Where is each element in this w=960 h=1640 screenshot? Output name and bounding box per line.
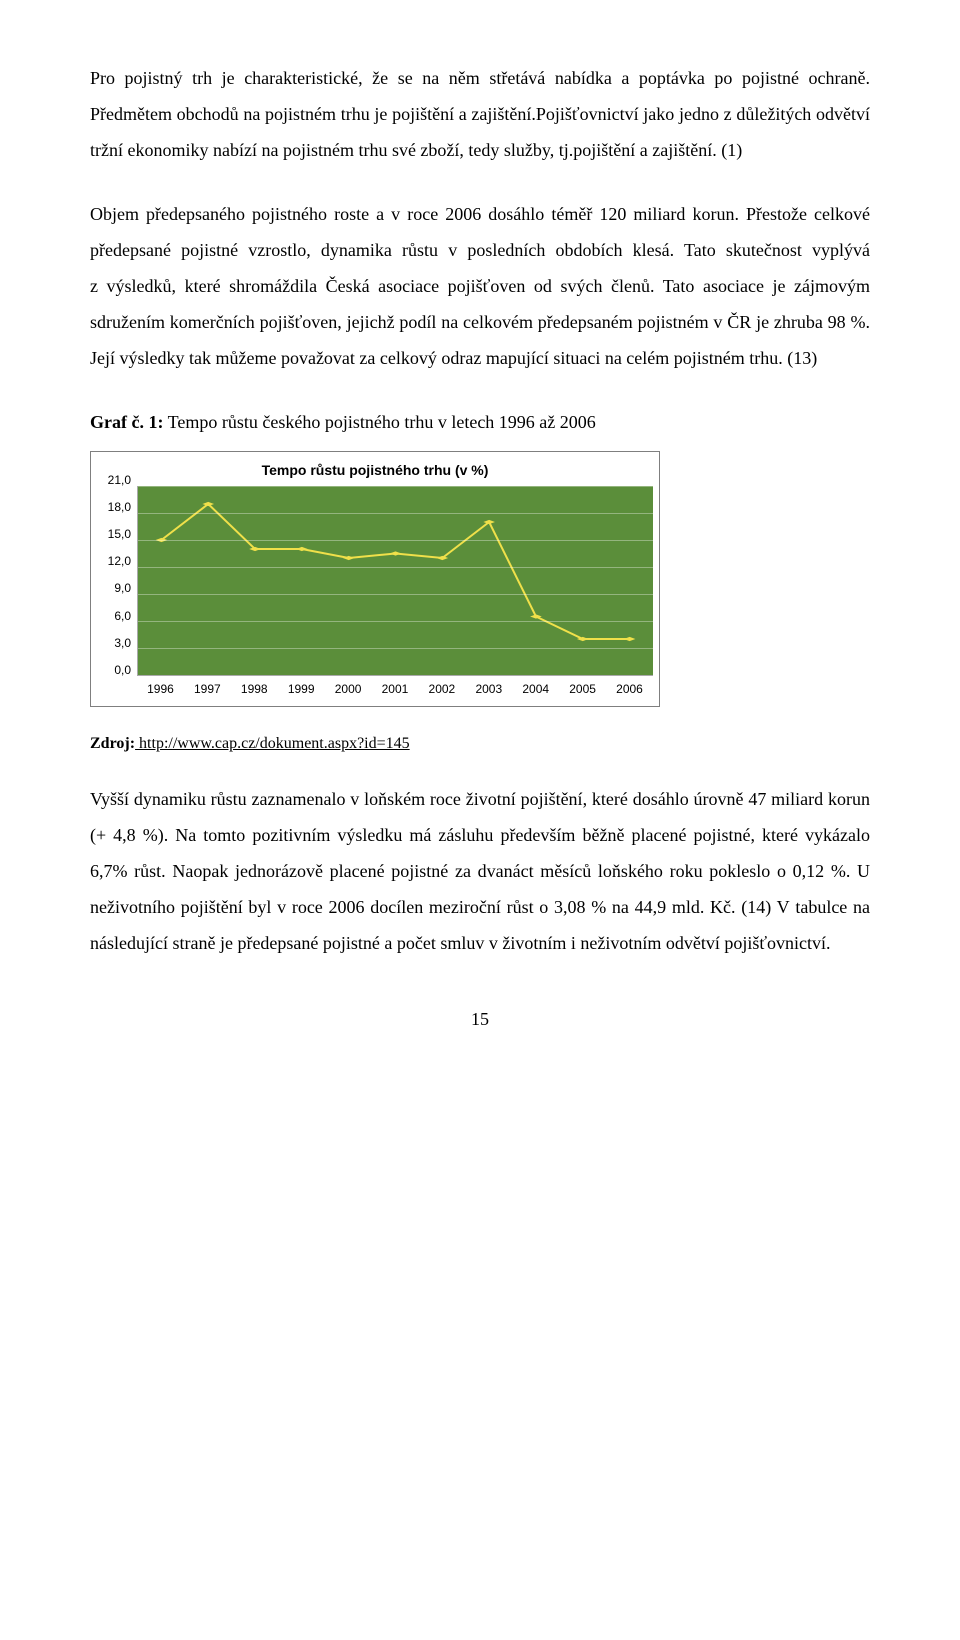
grid-line (138, 540, 653, 541)
chart-line (161, 504, 629, 639)
chart-marker (436, 556, 448, 560)
grid-line (138, 621, 653, 622)
chart-marker (483, 520, 495, 524)
page-number: 15 (90, 1009, 870, 1030)
chart-body: 21,018,015,012,09,06,03,00,0 (97, 486, 653, 676)
paragraph-3: Vyšší dynamiku růstu zaznamenalo v loňsk… (90, 781, 870, 961)
x-tick: 2004 (512, 682, 559, 696)
chart-x-axis: 1996199719981999200020012002200320042005… (137, 682, 653, 696)
x-tick: 1998 (231, 682, 278, 696)
x-tick: 2002 (418, 682, 465, 696)
paragraph-1: Pro pojistný trh je charakteristické, že… (90, 60, 870, 168)
source-link: http://www.cap.cz/dokument.aspx?id=145 (135, 735, 410, 752)
x-tick: 2001 (372, 682, 419, 696)
chart-marker (249, 547, 261, 551)
grid-line (138, 486, 653, 487)
grid-line (138, 594, 653, 595)
x-tick: 1997 (184, 682, 231, 696)
x-tick: 2000 (325, 682, 372, 696)
x-tick: 2005 (559, 682, 606, 696)
chart-caption-text: Tempo růstu českého pojistného trhu v le… (163, 412, 595, 432)
chart-caption: Graf č. 1: Tempo růstu českého pojistnéh… (90, 408, 870, 437)
chart-source: Zdroj: http://www.cap.cz/dokument.aspx?i… (90, 735, 870, 753)
grid-line (138, 513, 653, 514)
grid-line (138, 648, 653, 649)
x-tick: 1996 (137, 682, 184, 696)
grid-line (138, 567, 653, 568)
source-label: Zdroj: (90, 735, 135, 752)
chart-title: Tempo růstu pojistného trhu (v %) (97, 462, 653, 478)
paragraph-2: Objem předepsaného pojistného roste a v … (90, 196, 870, 376)
chart-caption-prefix: Graf č. 1: (90, 412, 163, 432)
chart-marker (202, 502, 214, 506)
chart-y-axis: 21,018,015,012,09,06,03,00,0 (97, 486, 137, 676)
x-tick: 2006 (606, 682, 653, 696)
chart-plot-area (137, 486, 653, 676)
growth-chart: Tempo růstu pojistného trhu (v %) 21,018… (90, 451, 660, 707)
x-tick: 1999 (278, 682, 325, 696)
chart-svg (138, 486, 653, 675)
chart-marker (390, 551, 402, 555)
chart-marker (624, 637, 636, 641)
x-tick: 2003 (465, 682, 512, 696)
